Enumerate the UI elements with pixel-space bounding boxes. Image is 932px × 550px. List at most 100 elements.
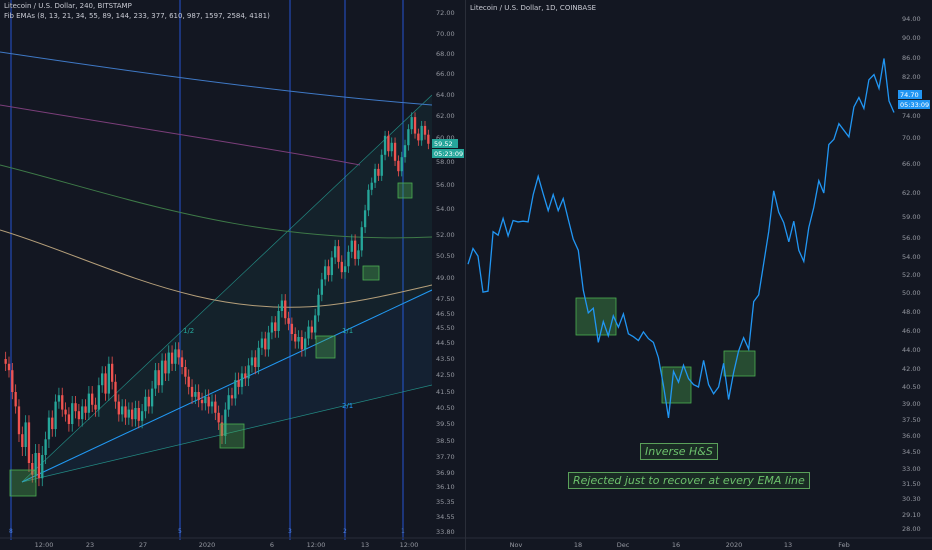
candle-body <box>427 134 430 144</box>
vline-label: 8 <box>9 528 13 535</box>
candle-body <box>200 400 204 404</box>
y-tick-label: 70.00 <box>436 30 455 38</box>
candle-body <box>240 373 244 387</box>
y-tick-label: 41.50 <box>436 388 455 396</box>
candle-body <box>190 386 194 397</box>
y-tick-label: 35.35 <box>436 498 455 506</box>
candle-body <box>17 406 21 435</box>
y-tick-label: 46.50 <box>436 310 455 318</box>
vline-label: 2 <box>343 528 347 535</box>
candle-body <box>184 367 187 377</box>
candle-body <box>357 250 360 259</box>
fan-label-one: 1/1 <box>342 327 353 335</box>
candle-body <box>97 385 101 410</box>
candle-body <box>320 279 324 295</box>
y-tick-label: 46.00 <box>902 327 921 335</box>
candle-body <box>47 417 51 440</box>
right-line-chart[interactable]: 94.0090.0086.0082.0078.0074.0070.0066.00… <box>466 0 932 550</box>
candle-body <box>403 145 407 158</box>
x-tick-label: Dec <box>617 541 630 549</box>
candle-body <box>27 422 31 463</box>
candle-body <box>383 135 387 155</box>
highlight-box <box>575 297 617 336</box>
candle-body <box>147 396 150 407</box>
left-candlestick-chart[interactable]: 8 5 3 2 1 1/2 1/1 2/1 72.00 70.00 68.00 66.00 64.00 6… <box>0 0 466 550</box>
y-tick-label: 56.00 <box>902 234 921 242</box>
trend-line <box>21 289 433 483</box>
x-tick-label: 23 <box>86 541 94 549</box>
y-tick-label: 48.00 <box>902 308 921 316</box>
candle-body <box>210 401 214 407</box>
candle-body <box>337 246 340 262</box>
x-tick-label: 12:00 <box>35 541 54 549</box>
y-tick-label: 29.10 <box>902 511 921 519</box>
time-badge-text: 05:23:09 <box>434 150 463 158</box>
fan-label-half: 1/2 <box>183 327 194 335</box>
y-tick-label: 60.00 <box>436 134 455 142</box>
candle-body <box>167 352 170 374</box>
ema-line <box>0 104 361 166</box>
candle-body <box>177 349 180 358</box>
candle-body <box>150 388 154 407</box>
candle-body <box>274 322 277 331</box>
candle-body <box>360 227 363 251</box>
y-tick-label: 44.00 <box>902 346 921 354</box>
candle-body <box>180 357 184 367</box>
candle-body <box>220 422 224 436</box>
y-tick-label: 59.00 <box>902 213 921 221</box>
candle-body <box>327 266 330 276</box>
y-tick-label: 40.50 <box>902 383 921 391</box>
y-tick-label: 54.00 <box>902 253 921 261</box>
y-tick-label: 62.00 <box>902 189 921 197</box>
candle-body <box>380 154 383 176</box>
price-badge <box>432 139 458 148</box>
y-tick-label: 39.50 <box>436 420 455 428</box>
x-tick-label: 18 <box>574 541 582 549</box>
right-chart-panel[interactable]: 94.0090.0086.0082.0078.0074.0070.0066.00… <box>466 0 932 550</box>
candle-body <box>137 408 140 421</box>
candle-body <box>420 125 423 141</box>
y-tick-label: 90.00 <box>902 34 921 42</box>
candle-body <box>393 142 397 161</box>
left-chart-title: Litecoin / U.S. Dollar, 240, BITSTAMP <box>4 2 132 10</box>
y-tick-label: 28.00 <box>902 525 921 533</box>
candle-body <box>417 133 420 141</box>
vline-label: 1 <box>401 528 405 535</box>
ema-line <box>0 229 433 308</box>
candle-body <box>310 326 314 333</box>
y-tick-label: 31.50 <box>902 480 921 488</box>
x-tick-label: 13 <box>784 541 792 549</box>
candle-body <box>64 409 67 415</box>
time-badge-text: 05:33:09 <box>900 101 929 109</box>
y-tick-label: 36.00 <box>902 432 921 440</box>
candle-body <box>74 403 77 412</box>
candle-body <box>134 408 137 420</box>
candle-body <box>164 360 167 374</box>
candle-body <box>367 189 370 211</box>
candle-body <box>407 129 410 146</box>
y-tick-label: 49.00 <box>436 274 455 282</box>
candle-body <box>264 338 267 350</box>
y-tick-label: 45.50 <box>436 324 455 332</box>
y-tick-label: 86.00 <box>902 54 921 62</box>
candle-body <box>94 404 97 410</box>
candle-body <box>217 412 220 423</box>
y-tick-label: 34.50 <box>902 448 921 456</box>
y-tick-label: 42.00 <box>902 365 921 373</box>
candle-body <box>307 326 310 339</box>
left-chart-panel[interactable]: 8 5 3 2 1 1/2 1/1 2/1 72.00 70.00 68.00 66.00 64.00 6… <box>0 0 466 550</box>
candle-body <box>187 376 190 387</box>
candle-body <box>287 318 290 324</box>
x-tick-label: Feb <box>838 541 850 549</box>
x-tick-label: 2020 <box>726 541 743 549</box>
candle-body <box>127 409 130 418</box>
y-tick-label: 33.80 <box>436 528 455 536</box>
y-tick-label: 50.00 <box>902 289 921 297</box>
y-tick-label: 70.00 <box>902 134 921 142</box>
candle-body <box>214 401 217 413</box>
candle-body <box>160 360 164 386</box>
x-tick-label: 12:00 <box>400 541 419 549</box>
candle-body <box>54 401 57 430</box>
highlight-box <box>315 335 336 359</box>
candle-body <box>81 406 84 420</box>
